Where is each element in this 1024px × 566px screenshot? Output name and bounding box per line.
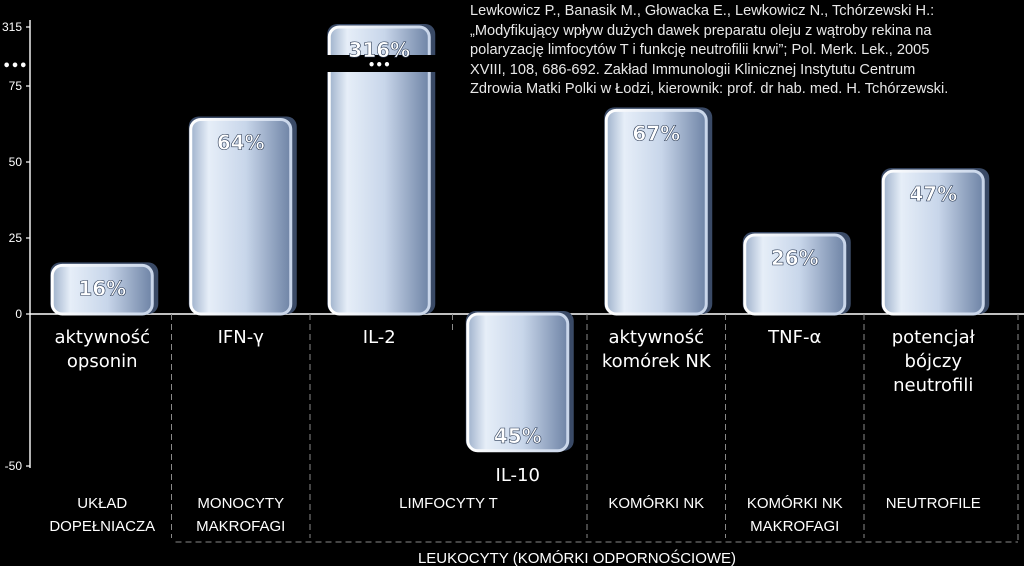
category-label: opsonin [67, 351, 138, 372]
bar-value-label: 45% [494, 424, 542, 448]
y-tick-label: 50 [9, 155, 23, 169]
group-label: UKŁAD [77, 495, 127, 512]
category-label: TNF-α [767, 327, 821, 348]
bar [50, 263, 154, 316]
bar-break-gap [325, 55, 438, 72]
group-label: KOMÓRKI NK [608, 495, 704, 512]
group-label: KOMÓRKI NK [747, 495, 843, 512]
category-label: IFN-γ [218, 327, 265, 348]
citation-line: polaryzację limfocytów T i funkcję neutr… [470, 42, 930, 58]
group-label: MAKROFAGI [750, 518, 839, 535]
category-label: potencjał [892, 327, 976, 348]
bar [189, 117, 293, 316]
bar-value-label: 47% [909, 182, 957, 206]
bar-break-ellipsis: ••• [368, 58, 391, 72]
category-label: aktywność [608, 327, 704, 348]
category-label: neutrofili [893, 375, 973, 396]
y-break-top-label: 315 [2, 20, 22, 34]
y-tick-label: 0 [15, 307, 22, 321]
citation-line: Zdrowia Matki Polki w Łodzi, kierownik: … [470, 81, 949, 97]
y-tick-label: 25 [9, 231, 23, 245]
group-label: NEUTROFILE [886, 495, 981, 512]
group-label: LIMFOCYTY T [399, 495, 498, 512]
supergroup-label: LEUKOCYTY (KOMÓRKI ODPORNOŚCIOWE) [418, 549, 736, 566]
category-label: aktywność [54, 327, 150, 348]
bar [743, 233, 847, 316]
bar [604, 108, 708, 316]
bar [881, 169, 985, 316]
y-tick-label: 75 [9, 79, 23, 93]
citation-line: XVIII, 108, 686-692. Zakład Immunologii … [470, 61, 916, 78]
bar-value-label: 67% [632, 121, 680, 145]
bar-value-label: 316% [348, 38, 410, 62]
bar [466, 312, 570, 453]
group-label: MONOCYTY [197, 495, 284, 512]
y-tick-label: -50 [5, 459, 23, 473]
category-label: bójczy [905, 351, 963, 372]
category-label: komórek NK [602, 351, 712, 372]
group-label: DOPEŁNIACZA [49, 518, 155, 535]
category-label: IL-10 [496, 465, 540, 486]
y-axis-break-ellipsis: ••• [3, 59, 28, 74]
citation-line: Lewkowicz P., Banasik M., Głowacka E., L… [470, 3, 935, 19]
citation-line: „Modyfikujący wpływ dużych dawek prepara… [470, 22, 932, 39]
group-label: MAKROFAGI [196, 518, 285, 535]
citation: Lewkowicz P., Banasik M., Głowacka E., L… [470, 2, 995, 100]
bar [327, 25, 431, 316]
bar-value-label: 64% [217, 130, 265, 154]
bar-value-label: 16% [78, 276, 126, 300]
bar-value-label: 26% [771, 246, 819, 270]
category-label: IL-2 [363, 327, 396, 348]
